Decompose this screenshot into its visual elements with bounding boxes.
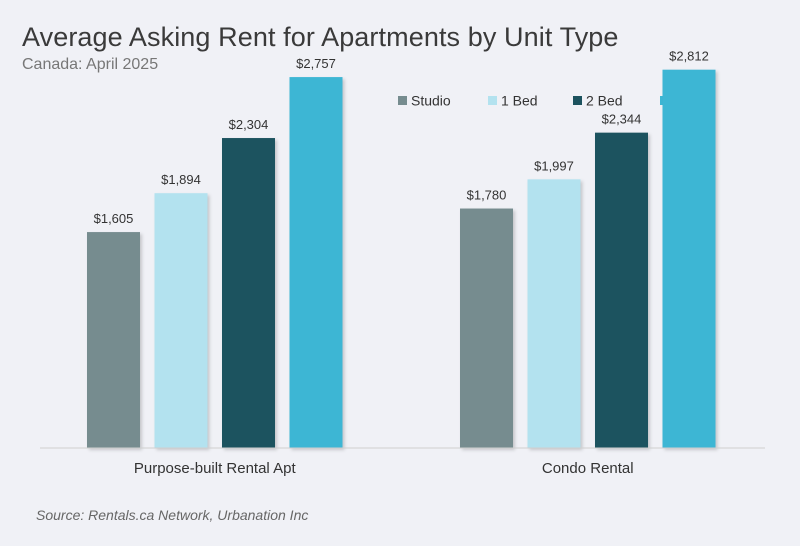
- x-tick-label: Purpose-built Rental Apt: [134, 460, 297, 477]
- bar-studio-1: [460, 208, 513, 448]
- bar-2-bed-1: [595, 132, 648, 448]
- bar-3-bed-1: [662, 69, 716, 448]
- data-label: $1,605: [94, 211, 134, 226]
- legend-label: Studio: [411, 93, 451, 109]
- data-label: $1,997: [534, 158, 574, 173]
- bars-layer: $1,605 $1,894 $2,304 $2,757 $1,780 $1,997 $2,3…: [87, 49, 716, 449]
- x-axis-labels: Purpose-built Rental Apt Condo Rental: [134, 460, 634, 477]
- legend-label: 1 Bed: [501, 93, 538, 109]
- x-tick-label: Condo Rental: [542, 460, 634, 477]
- data-label: $1,894: [161, 172, 201, 187]
- legend-swatch: [573, 96, 582, 105]
- data-label: $2,304: [229, 117, 269, 132]
- bar-2-bed-0: [222, 138, 275, 449]
- legend-label: 2 Bed: [586, 93, 623, 109]
- data-label: $2,757: [296, 56, 336, 71]
- bar-studio-0: [87, 232, 140, 448]
- bar-1-bed-1: [527, 179, 581, 448]
- bar-3-bed-0: [289, 77, 343, 448]
- legend-item-studio: Studio: [398, 93, 451, 109]
- data-label: $1,780: [467, 188, 507, 203]
- legend-swatch: [488, 96, 497, 105]
- legend-item-2-bed: 2 Bed: [573, 93, 623, 109]
- source-note: Source: Rentals.ca Network, Urbanation I…: [36, 507, 309, 523]
- bar-1-bed-0: [154, 193, 208, 448]
- data-label: $2,344: [602, 112, 642, 127]
- chart-subtitle: Canada: April 2025: [22, 56, 159, 73]
- data-label: $2,812: [669, 49, 709, 64]
- legend-item-1-bed: 1 Bed: [488, 93, 538, 109]
- chart-title: Average Asking Rent for Apartments by Un…: [22, 22, 619, 52]
- legend-swatch: [398, 96, 407, 105]
